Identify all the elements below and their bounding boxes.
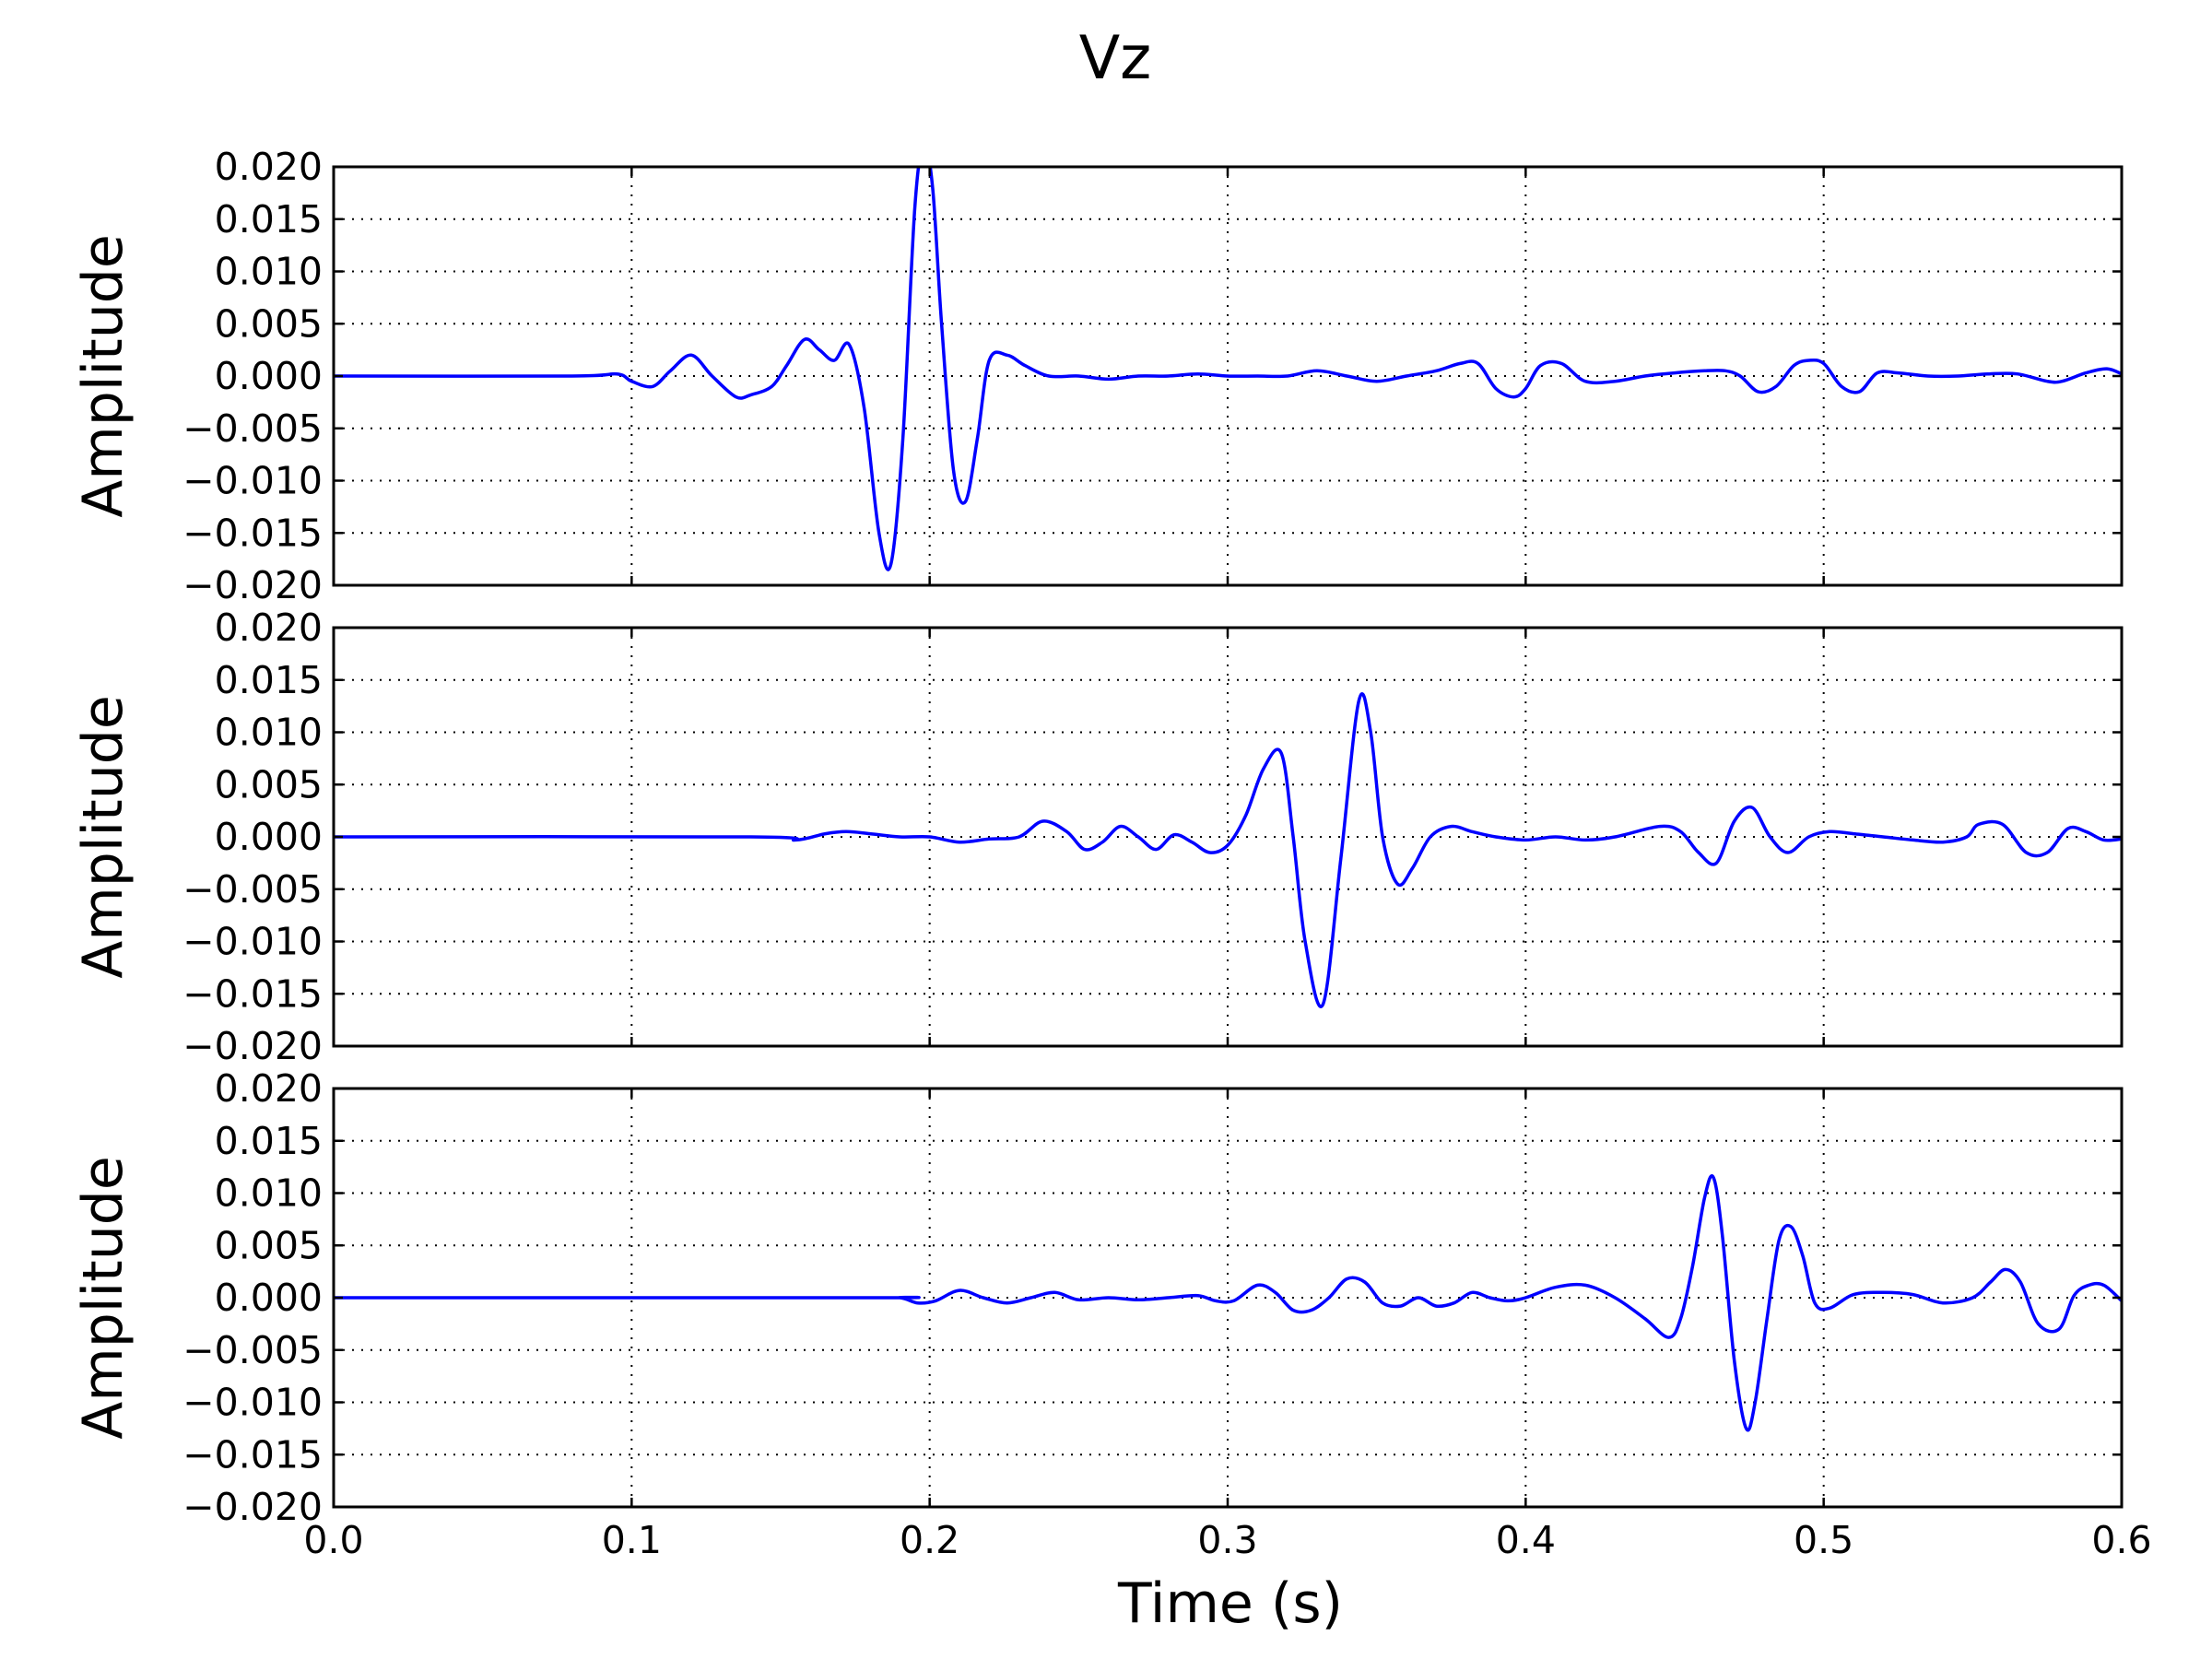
y-axis-label: Amplitude xyxy=(71,234,135,517)
x-axis-label: Time (s) xyxy=(1117,1571,1343,1636)
subplot-1: 0.020 0.015 0.010 0.005 0.000 −0.005 −0.010 −0.… xyxy=(71,145,2124,607)
y-tick-label: −0.020 xyxy=(182,563,323,607)
y-tick-label: 0.010 xyxy=(215,1171,323,1216)
y-tick-label: 0.015 xyxy=(215,197,323,241)
y-tick-label: −0.005 xyxy=(182,867,323,912)
y-axis-label: Amplitude xyxy=(71,1156,135,1439)
x-tick-label: 0.2 xyxy=(900,1518,959,1562)
y-tick-label: 0.020 xyxy=(215,606,323,650)
y-tick-label: 0.000 xyxy=(215,1276,323,1320)
y-tick-label: 0.015 xyxy=(215,658,323,702)
y-tick-label: −0.015 xyxy=(182,1432,323,1477)
y-tick-label: 0.010 xyxy=(215,250,323,294)
vz-trace-3 xyxy=(334,1174,2122,1432)
subplot-stack: 0.020 0.015 0.010 0.005 0.000 −0.005 −0.010 −0.… xyxy=(71,145,2152,1562)
y-tick-label: 0.005 xyxy=(215,762,323,806)
gridlines xyxy=(334,628,2122,1046)
x-tick-label: 0.4 xyxy=(1496,1518,1556,1562)
y-tick-label: 0.000 xyxy=(215,354,323,398)
y-tick-label: −0.015 xyxy=(182,971,323,1016)
subplot-2: 0.020 0.015 0.010 0.005 0.000 −0.005 −0.010 −0.… xyxy=(71,606,2124,1068)
gridlines xyxy=(334,1088,2122,1507)
vz-trace-2 xyxy=(334,692,2122,1008)
y-axis-label: Amplitude xyxy=(71,695,135,978)
y-tick-label: −0.010 xyxy=(182,1381,323,1425)
subplot-3: 0.020 0.015 0.010 0.005 0.000 −0.005 −0.010 −0.… xyxy=(71,1066,2152,1562)
y-tick-label: −0.020 xyxy=(182,1485,323,1529)
y-tick-label: 0.020 xyxy=(215,145,323,189)
x-tick-label: 0.5 xyxy=(1794,1518,1853,1562)
y-tick-label: 0.015 xyxy=(215,1119,323,1163)
y-tick-label: −0.015 xyxy=(182,511,323,555)
y-tick-label: 0.020 xyxy=(215,1066,323,1111)
y-tick-label: 0.000 xyxy=(215,815,323,859)
vz-trace-1 xyxy=(334,167,2122,571)
y-tick-label: −0.010 xyxy=(182,920,323,964)
x-tick-label: 0.1 xyxy=(602,1518,662,1562)
y-tick-label: −0.005 xyxy=(182,1328,323,1372)
x-tick-label: 0.6 xyxy=(2091,1518,2151,1562)
y-tick-label: 0.005 xyxy=(215,301,323,346)
y-tick-label: −0.020 xyxy=(182,1024,323,1068)
x-tick-label: 0.0 xyxy=(303,1518,363,1562)
y-tick-label: −0.010 xyxy=(182,459,323,503)
chart-title: Vz xyxy=(1079,24,1152,93)
y-tick-label: 0.010 xyxy=(215,711,323,755)
y-tick-label: 0.005 xyxy=(215,1223,323,1267)
x-tick-label: 0.3 xyxy=(1197,1518,1257,1562)
y-tick-label: −0.005 xyxy=(182,406,323,451)
